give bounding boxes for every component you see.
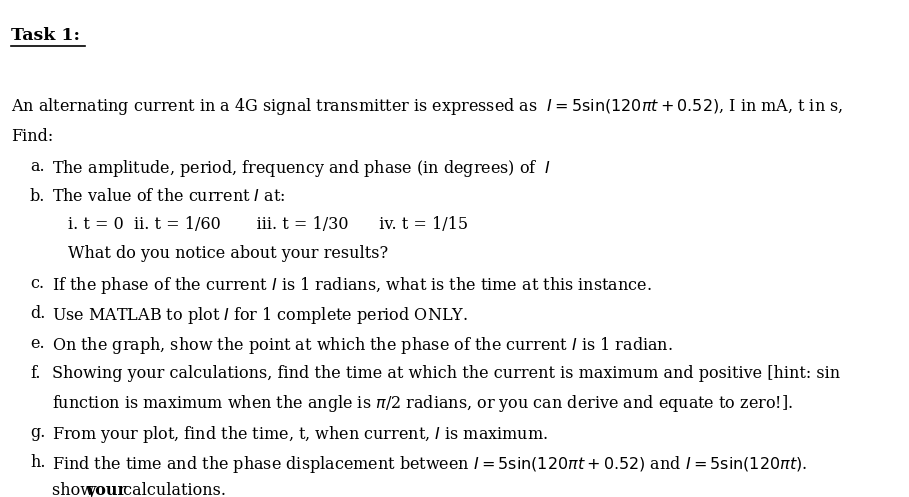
Text: g.: g. xyxy=(30,424,45,441)
Text: f.: f. xyxy=(30,365,41,382)
Text: a.: a. xyxy=(30,158,45,175)
Text: On the graph, show the point at which the phase of the current $I$ is 1 radian.: On the graph, show the point at which th… xyxy=(52,335,673,356)
Text: h.: h. xyxy=(30,454,45,471)
Text: your: your xyxy=(86,482,126,497)
Text: Showing your calculations, find the time at which the current is maximum and pos: Showing your calculations, find the time… xyxy=(52,365,840,382)
Text: Task 1:: Task 1: xyxy=(11,27,80,44)
Text: b.: b. xyxy=(30,188,45,205)
Text: function is maximum when the angle is $\pi$/2 radians, or you can derive and equ: function is maximum when the angle is $\… xyxy=(52,394,793,414)
Text: The amplitude, period, frequency and phase (in degrees) of  $I$: The amplitude, period, frequency and pha… xyxy=(52,158,551,179)
Text: d.: d. xyxy=(30,305,45,322)
Text: What do you notice about your results?: What do you notice about your results? xyxy=(68,245,388,262)
Text: i. t = 0  ii. t = 1/60       iii. t = 1/30      iv. t = 1/15: i. t = 0 ii. t = 1/60 iii. t = 1/30 iv. … xyxy=(68,216,468,234)
Text: calculations.: calculations. xyxy=(118,482,226,497)
Text: Use MATLAB to plot $I$ for 1 complete period ONLY.: Use MATLAB to plot $I$ for 1 complete pe… xyxy=(52,305,467,326)
Text: If the phase of the current $I$ is 1 radians, what is the time at this instance.: If the phase of the current $I$ is 1 rad… xyxy=(52,275,652,297)
Text: The value of the current $I$ at:: The value of the current $I$ at: xyxy=(52,188,285,205)
Text: show: show xyxy=(52,482,99,497)
Text: c.: c. xyxy=(30,275,45,293)
Text: Find the time and the phase displacement between $I = 5\sin(120\pi t + 0.52)$ an: Find the time and the phase displacement… xyxy=(52,454,807,475)
Text: An alternating current in a 4G signal transmitter is expressed as  $I = 5\sin(12: An alternating current in a 4G signal tr… xyxy=(11,96,843,117)
Text: e.: e. xyxy=(30,335,45,352)
Text: From your plot, find the time, t, when current, $I$ is maximum.: From your plot, find the time, t, when c… xyxy=(52,424,548,445)
Text: Find:: Find: xyxy=(11,128,53,145)
